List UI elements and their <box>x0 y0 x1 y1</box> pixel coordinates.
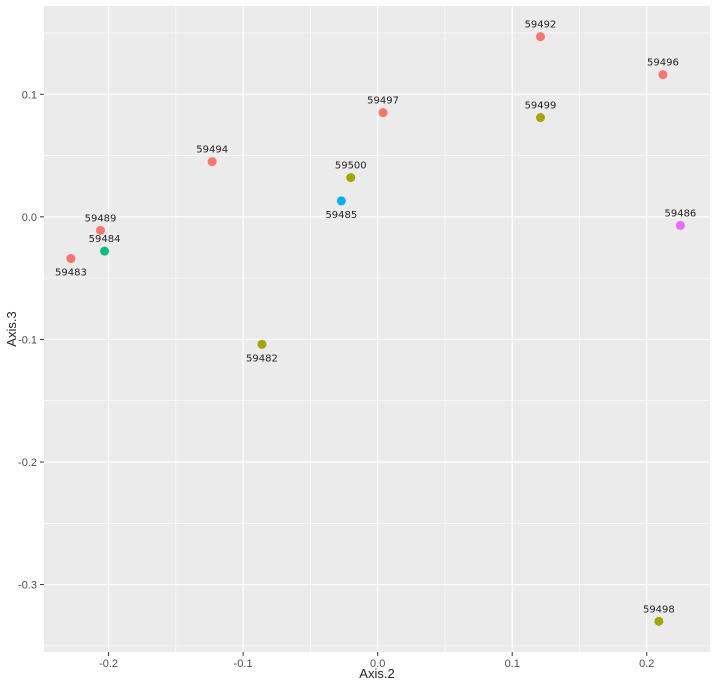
major-grid <box>44 6 710 652</box>
point-label-59482: 59482 <box>246 353 278 364</box>
point-label-59489: 59489 <box>85 213 117 224</box>
data-point-59492 <box>535 32 545 42</box>
point-labels: 59492 59496 59497 59499 59494 59500 59485 59486… <box>55 20 696 616</box>
x-axis-ticks: -0.2 -0.1 0.0 0.1 0.2 <box>99 652 654 670</box>
x-tick-label: 0.2 <box>639 658 654 670</box>
point-label-59494: 59494 <box>196 145 228 156</box>
data-point-59500 <box>346 173 356 183</box>
x-tick-label: -0.2 <box>99 658 118 670</box>
y-tick-label: -0.1 <box>18 334 37 346</box>
y-axis-title: Axis.3 <box>4 311 19 346</box>
point-label-59497: 59497 <box>367 96 399 107</box>
point-label-59499: 59499 <box>525 101 557 112</box>
x-axis-title: Axis.2 <box>359 666 394 681</box>
y-axis-ticks: -0.3 -0.2 -0.1 0.0 0.1 <box>18 89 44 592</box>
plot-panel-background <box>44 6 710 652</box>
data-point-59496 <box>658 70 668 80</box>
y-tick-label: -0.2 <box>18 457 37 469</box>
y-tick-label: 0.0 <box>22 212 37 224</box>
y-tick-label: -0.3 <box>18 580 37 592</box>
x-tick-label: 0.0 <box>370 658 385 670</box>
point-label-59484: 59484 <box>89 234 121 245</box>
data-point-59486 <box>675 220 685 230</box>
x-tick-label: -0.1 <box>234 658 253 670</box>
data-points <box>66 32 685 626</box>
data-point-59482 <box>257 339 267 349</box>
minor-grid <box>44 6 710 652</box>
data-point-59499 <box>535 113 545 123</box>
data-point-59489 <box>96 225 106 235</box>
data-point-59494 <box>207 157 217 167</box>
point-label-59498: 59498 <box>643 604 675 615</box>
data-point-59497 <box>378 108 388 118</box>
point-label-59492: 59492 <box>525 20 557 31</box>
point-label-59486: 59486 <box>664 208 696 219</box>
y-tick-label: 0.1 <box>22 89 37 101</box>
data-point-59484 <box>100 246 110 256</box>
point-label-59496: 59496 <box>647 58 679 69</box>
point-label-59485: 59485 <box>325 210 357 221</box>
x-tick-label: 0.1 <box>505 658 520 670</box>
data-point-59483 <box>66 254 76 264</box>
point-label-59500: 59500 <box>335 161 367 172</box>
data-point-59498 <box>654 616 664 626</box>
data-point-59485 <box>336 196 346 206</box>
point-label-59483: 59483 <box>55 268 87 279</box>
